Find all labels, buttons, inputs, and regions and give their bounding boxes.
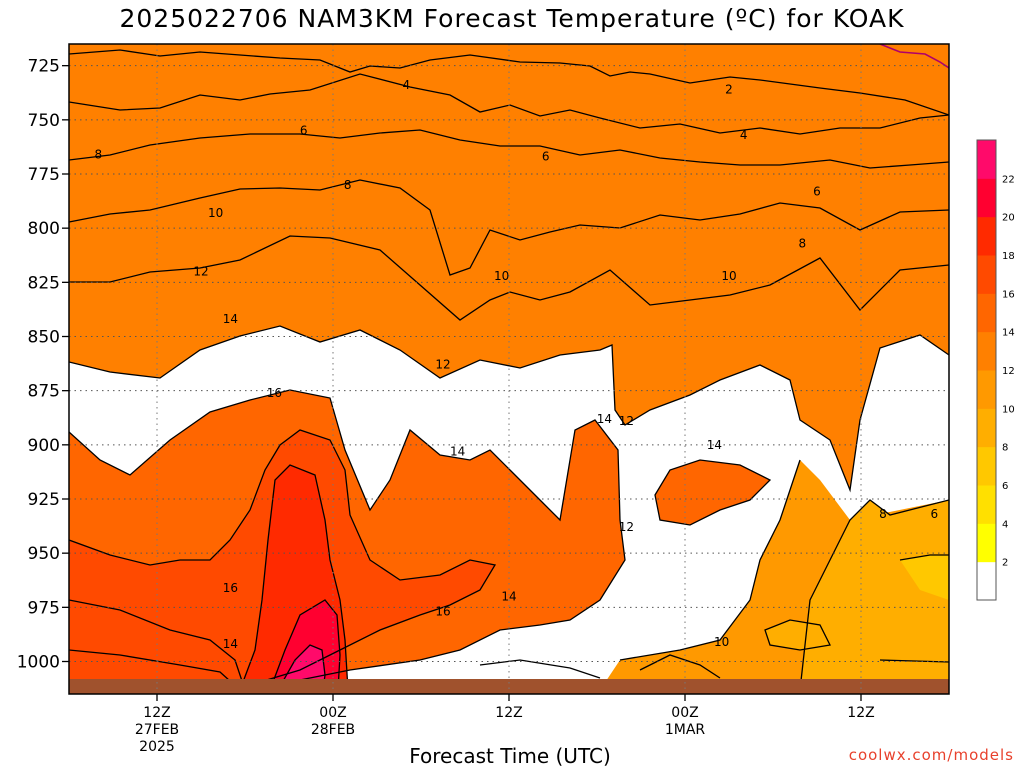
y-tick-label: 775 <box>28 165 60 185</box>
colorbar-segment <box>977 140 996 179</box>
colorbar-segment <box>977 408 996 448</box>
band-12-14 <box>69 44 949 490</box>
colorbar-segment <box>977 255 996 294</box>
contour-label: 12 <box>619 520 634 534</box>
credit-text: coolwx.com/models <box>848 746 1014 764</box>
colorbar-tick-label: 12 <box>1002 366 1015 377</box>
contour-label: 10 <box>714 635 729 649</box>
y-tick-label: 825 <box>28 273 60 293</box>
colorbar-segment <box>977 178 996 218</box>
x-axis-title: Forecast Time (UTC) <box>409 744 611 768</box>
colorbar-tick-label: 10 <box>1002 404 1015 415</box>
contour-label: 12 <box>193 265 208 279</box>
y-tick-label: 900 <box>28 436 60 456</box>
colorbar-tick-label: 22 <box>1002 174 1015 185</box>
y-axis: 725 750 775 800 825 850 875 900 925 950 975 1000 <box>17 57 69 673</box>
contour-label: 8 <box>95 148 103 162</box>
contour-label: 16 <box>267 386 282 400</box>
contour-label: 4 <box>403 78 411 92</box>
colorbar-segment <box>977 523 996 563</box>
colorbar-segment <box>977 561 996 601</box>
y-tick-label: 950 <box>28 544 60 564</box>
contour-label: 6 <box>300 124 308 138</box>
contour-label: 14 <box>501 590 516 604</box>
colorbar-tick-label: 2 <box>1002 558 1008 569</box>
contour-label: 2 <box>725 83 733 97</box>
contour-label: 14 <box>223 637 238 651</box>
contour-label: 14 <box>597 412 612 426</box>
contour-label: 8 <box>344 178 352 192</box>
contour-label: 10 <box>494 269 509 283</box>
x-tick-label: 1MAR <box>665 722 706 738</box>
contour-label: 12 <box>619 414 634 428</box>
colorbar-tick-label: 16 <box>1002 289 1015 300</box>
contour-label: 12 <box>435 358 450 372</box>
x-tick-label: 00Z <box>671 705 698 721</box>
colorbar-tick-label: 8 <box>1002 443 1008 454</box>
x-tick-label: 28FEB <box>311 722 355 738</box>
y-tick-label: 975 <box>28 598 60 618</box>
contour-lines <box>69 49 949 691</box>
contour-labels: 2 4 4 6 6 6 8 8 8 10 10 10 10 12 12 12 12 14 14 14 14 14 14 16 1… <box>95 78 939 651</box>
colorbar-segment <box>977 216 996 256</box>
band-22-24 <box>278 645 325 690</box>
band-10-12-patch <box>765 620 830 650</box>
ground <box>69 679 949 694</box>
y-tick-label: 875 <box>28 382 60 402</box>
contour-label: 16 <box>435 605 450 619</box>
colorbar-tick-label: 14 <box>1002 328 1015 339</box>
contour-label: 4 <box>740 128 748 142</box>
colorbar-segment <box>977 485 996 524</box>
contour-label: 14 <box>223 312 238 326</box>
band-6-8-lower <box>900 555 949 600</box>
colorbar-tick-label: 4 <box>1002 519 1008 530</box>
contour-label: 6 <box>813 184 821 198</box>
contour-label: 6 <box>931 507 939 521</box>
y-tick-label: 850 <box>28 328 60 348</box>
colorbar-segment <box>977 293 996 333</box>
contour-label: 14 <box>450 444 465 458</box>
x-tick-label: 2025 <box>139 739 175 755</box>
colorbar-segment <box>977 331 996 371</box>
colorbar-tick-label: 18 <box>1002 251 1015 262</box>
contour-label: 8 <box>879 507 887 521</box>
x-tick-label: 27FEB <box>135 722 179 738</box>
contour-label: 10 <box>721 269 736 283</box>
y-tick-label: 1000 <box>17 653 60 673</box>
band-8-10-lower <box>800 500 949 690</box>
y-tick-label: 925 <box>28 490 60 510</box>
y-tick-label: 750 <box>28 111 60 131</box>
contour-label: 14 <box>707 438 722 452</box>
grid <box>69 44 949 694</box>
contour-label: 6 <box>542 150 550 164</box>
x-tick-label: 12Z <box>143 705 170 721</box>
contour-label: 10 <box>208 206 223 220</box>
colorbar-tick-label: 6 <box>1002 481 1008 492</box>
colorbar-segment <box>977 370 996 409</box>
x-tick-label: 12Z <box>847 705 874 721</box>
contour-label: 16 <box>223 581 238 595</box>
x-tick-label: 12Z <box>495 705 522 721</box>
colorbar-segment <box>977 446 996 486</box>
x-tick-label: 00Z <box>319 705 346 721</box>
colorbar-frame <box>976 139 997 601</box>
y-tick-label: 800 <box>28 219 60 239</box>
colorbar: 2 4 6 8 10 12 14 16 18 20 22 <box>976 139 1015 601</box>
chart-title: 2025022706 NAM3KM Forecast Temperature (… <box>119 4 905 33</box>
y-tick-label: 725 <box>28 57 60 77</box>
freezing-line <box>879 44 949 69</box>
contour-label: 8 <box>799 236 807 250</box>
band-14-16-island <box>655 460 770 525</box>
colorbar-tick-label: 20 <box>1002 213 1015 224</box>
